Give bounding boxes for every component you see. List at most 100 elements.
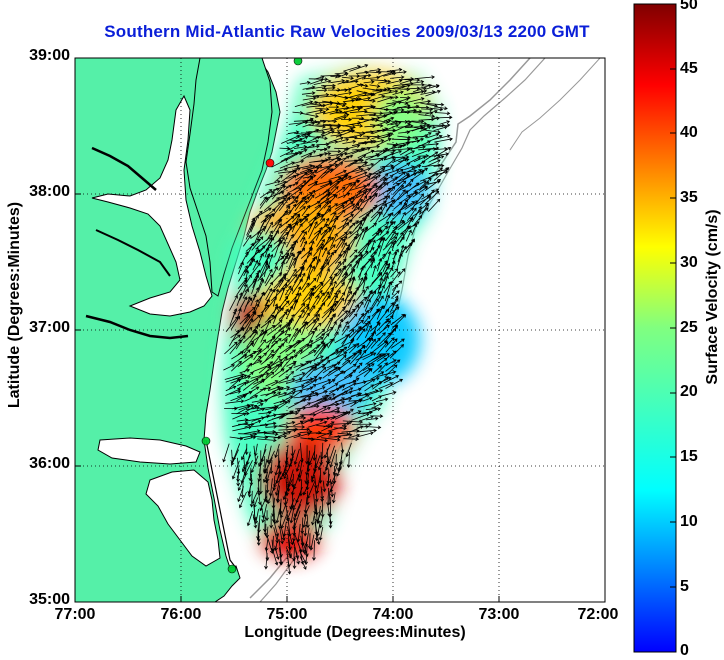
velocity-vector xyxy=(313,356,330,369)
velocity-vector xyxy=(392,295,399,306)
velocity-vector xyxy=(355,228,365,248)
velocity-vector xyxy=(293,427,311,432)
velocity-vector xyxy=(362,315,371,325)
velocity-vector xyxy=(334,169,347,176)
velocity-vector xyxy=(357,410,373,415)
velocity-vector xyxy=(244,394,259,402)
velocity-vector xyxy=(355,167,372,174)
velocity-vector xyxy=(259,255,270,273)
velocity-vector xyxy=(330,177,344,191)
velocity-vector xyxy=(264,212,274,228)
velocity-vector xyxy=(273,278,283,293)
velocity-vector xyxy=(285,547,292,559)
velocity-vector xyxy=(348,425,364,433)
velocity-vector xyxy=(384,337,395,348)
velocity-vector xyxy=(308,317,320,335)
velocity-vector xyxy=(274,238,282,258)
velocity-vector xyxy=(362,363,375,372)
velocity-vector xyxy=(240,481,245,499)
velocity-vector xyxy=(378,89,399,96)
velocity-vector xyxy=(314,218,326,229)
velocity-vector xyxy=(349,276,356,293)
velocity-vector xyxy=(334,354,347,367)
velocity-vector xyxy=(316,238,325,251)
velocity-vector xyxy=(241,448,248,461)
velocity-vector xyxy=(385,338,398,353)
velocity-vector xyxy=(397,162,411,170)
velocity-vector xyxy=(413,155,427,163)
velocity-vector xyxy=(264,268,273,284)
velocity-vector xyxy=(341,400,358,407)
velocity-vector xyxy=(337,306,346,317)
velocity-vector xyxy=(397,190,409,201)
velocity-vector xyxy=(404,109,423,114)
velocity-vector xyxy=(278,184,293,195)
velocity-vector xyxy=(263,197,280,212)
velocity-vector xyxy=(315,333,326,341)
velocity-vector xyxy=(253,286,260,301)
velocity-vector xyxy=(328,105,340,109)
velocity-vector xyxy=(274,167,288,173)
velocity-vector xyxy=(314,396,332,407)
velocity-vector xyxy=(225,375,245,383)
velocity-vector xyxy=(362,162,375,167)
velocity-vector xyxy=(413,140,432,149)
velocity-vector xyxy=(406,164,422,173)
velocity-vector xyxy=(362,246,375,259)
colorbar-tick-label: 5 xyxy=(680,578,689,595)
velocity-vector xyxy=(311,508,317,526)
velocity-vector xyxy=(273,434,288,439)
velocity-vector xyxy=(301,91,316,96)
velocity-vector xyxy=(390,121,402,126)
velocity-vector xyxy=(279,468,287,481)
velocity-vector xyxy=(308,230,322,245)
velocity-vector xyxy=(433,147,452,158)
velocity-vector xyxy=(258,473,263,495)
velocity-vector xyxy=(257,313,264,326)
velocity-vector xyxy=(334,433,353,437)
velocity-vector xyxy=(237,380,250,386)
velocity-vector xyxy=(375,119,392,126)
velocity-vector xyxy=(307,124,326,129)
velocity-vector xyxy=(256,527,260,540)
velocity-vector xyxy=(274,323,291,336)
velocity-vector xyxy=(246,331,258,348)
velocity-vector xyxy=(314,198,330,209)
velocity-vector xyxy=(301,204,311,217)
velocity-vector xyxy=(349,235,358,251)
eastern-shore xyxy=(185,58,273,297)
velocity-vector xyxy=(232,425,252,432)
velocity-vector xyxy=(228,329,240,347)
velocity-vector xyxy=(391,158,408,169)
velocity-vector xyxy=(267,359,283,369)
velocity-vector xyxy=(323,383,339,393)
velocity-vector xyxy=(300,112,319,118)
velocity-vector xyxy=(385,315,394,324)
outer-banks xyxy=(205,439,237,569)
velocity-vector xyxy=(231,351,244,360)
velocity-vector xyxy=(327,149,342,154)
velocity-vector xyxy=(288,425,306,429)
velocity-vector xyxy=(378,376,392,384)
velocity-vector xyxy=(262,460,268,474)
velocity-vector xyxy=(334,201,348,210)
hf-radar-station-marker xyxy=(227,564,237,574)
velocity-vector xyxy=(385,230,396,248)
velocity-vector xyxy=(288,327,299,344)
velocity-vector xyxy=(326,244,336,253)
velocity-vector xyxy=(356,117,376,125)
velocity-vector xyxy=(260,214,268,229)
velocity-vector xyxy=(278,279,290,293)
velocity-vector xyxy=(271,376,290,387)
velocity-vector xyxy=(371,139,385,144)
velocity-vector xyxy=(238,491,247,509)
velocity-vector xyxy=(278,386,291,391)
rappahannock-river xyxy=(95,229,171,277)
velocity-vector xyxy=(334,291,346,308)
velocity-vector xyxy=(377,357,388,367)
velocity-vector xyxy=(274,545,280,560)
velocity-vector xyxy=(321,86,336,90)
velocity-vector xyxy=(264,296,277,313)
velocity-vector xyxy=(307,313,318,324)
velocity-vector xyxy=(343,277,352,294)
